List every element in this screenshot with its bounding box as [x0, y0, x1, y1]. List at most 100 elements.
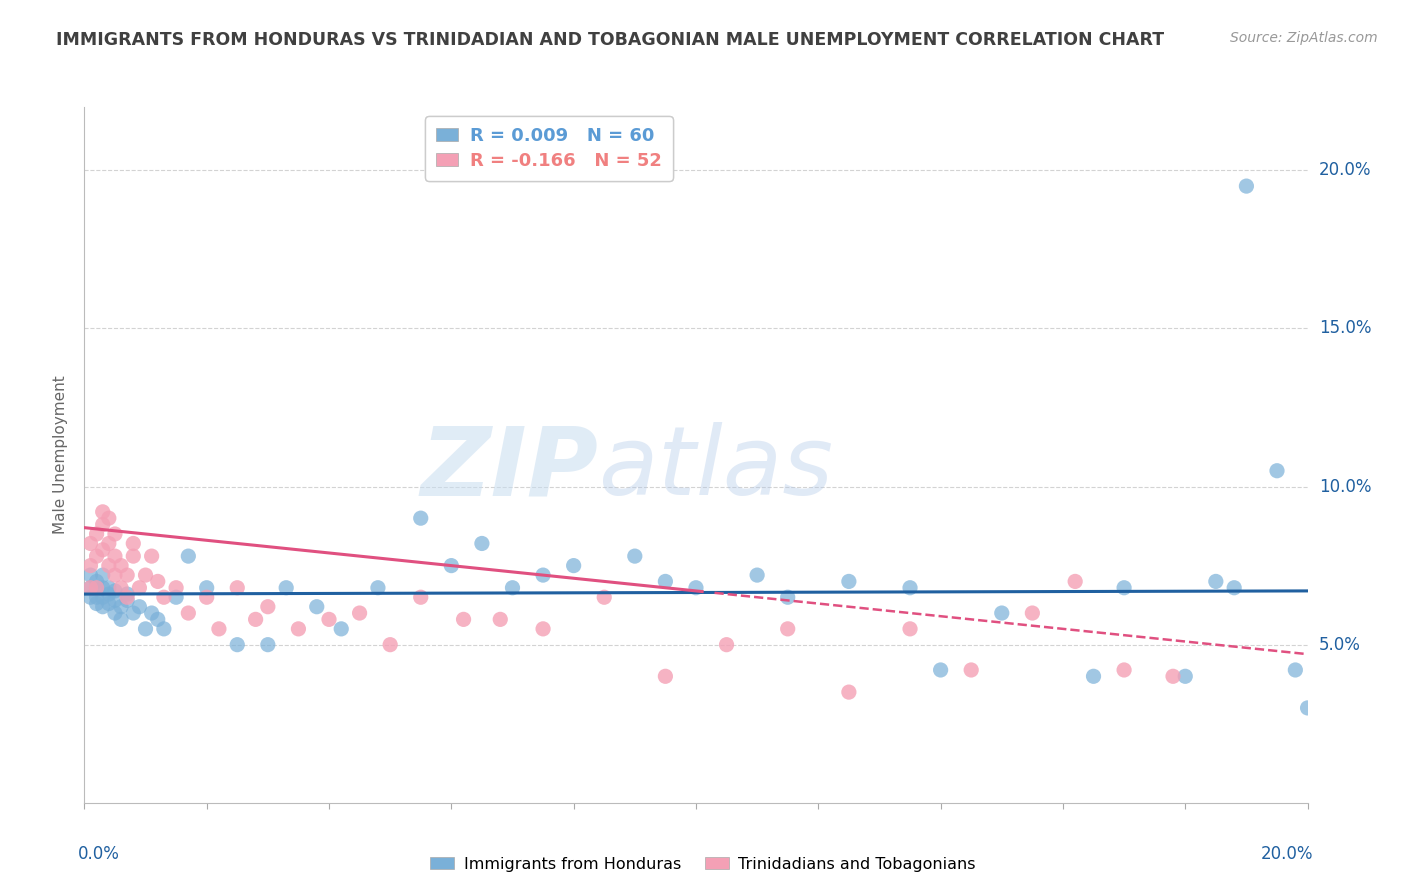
Point: [685, 581, 707, 595]
Point: [654, 574, 676, 589]
Point: [716, 638, 738, 652]
Point: [226, 638, 249, 652]
Point: [305, 599, 328, 614]
Point: [562, 558, 585, 573]
Point: [104, 593, 127, 607]
Point: [97, 536, 120, 550]
Point: [146, 574, 169, 589]
Point: [122, 536, 145, 550]
Point: [86, 581, 108, 595]
Point: [1284, 663, 1306, 677]
Point: [79, 581, 101, 595]
Point: [97, 587, 120, 601]
Text: 0.0%: 0.0%: [79, 845, 120, 863]
Point: [128, 599, 150, 614]
Point: [318, 612, 340, 626]
Point: [86, 597, 108, 611]
Point: [624, 549, 647, 563]
Text: 10.0%: 10.0%: [1319, 477, 1371, 496]
Point: [79, 591, 101, 605]
Point: [287, 622, 309, 636]
Text: 15.0%: 15.0%: [1319, 319, 1371, 337]
Text: IMMIGRANTS FROM HONDURAS VS TRINIDADIAN AND TOBAGONIAN MALE UNEMPLOYMENT CORRELA: IMMIGRANTS FROM HONDURAS VS TRINIDADIAN …: [56, 31, 1164, 49]
Point: [838, 574, 860, 589]
Point: [898, 581, 921, 595]
Legend: R = 0.009   N = 60, R = -0.166   N = 52: R = 0.009 N = 60, R = -0.166 N = 52: [425, 116, 673, 181]
Point: [898, 622, 921, 636]
Point: [91, 517, 114, 532]
Point: [257, 638, 280, 652]
Point: [531, 622, 554, 636]
Point: [1083, 669, 1105, 683]
Point: [838, 685, 860, 699]
Point: [654, 669, 676, 683]
Point: [91, 568, 114, 582]
Point: [79, 536, 101, 550]
Point: [110, 612, 132, 626]
Point: [257, 599, 280, 614]
Point: [115, 587, 138, 601]
Point: [929, 663, 952, 677]
Point: [440, 558, 463, 573]
Point: [1174, 669, 1197, 683]
Point: [86, 591, 108, 605]
Point: [86, 581, 108, 595]
Point: [104, 527, 127, 541]
Text: Source: ZipAtlas.com: Source: ZipAtlas.com: [1230, 31, 1378, 45]
Point: [208, 622, 231, 636]
Point: [122, 549, 145, 563]
Point: [97, 597, 120, 611]
Legend: Immigrants from Honduras, Trinidadians and Tobagonians: Immigrants from Honduras, Trinidadians a…: [422, 848, 984, 880]
Point: [97, 581, 120, 595]
Point: [1234, 179, 1257, 194]
Point: [330, 622, 353, 636]
Point: [276, 581, 298, 595]
Point: [115, 568, 138, 582]
Point: [747, 568, 769, 582]
Point: [97, 511, 120, 525]
Point: [91, 591, 114, 605]
Point: [489, 612, 512, 626]
Text: atlas: atlas: [598, 422, 834, 516]
Point: [79, 581, 101, 595]
Point: [135, 568, 157, 582]
Point: [128, 581, 150, 595]
Text: 20.0%: 20.0%: [1319, 161, 1371, 179]
Point: [97, 558, 120, 573]
Point: [115, 593, 138, 607]
Point: [409, 591, 432, 605]
Text: ZIP: ZIP: [420, 422, 598, 516]
Point: [502, 581, 524, 595]
Point: [1265, 464, 1288, 478]
Point: [153, 622, 176, 636]
Point: [165, 581, 187, 595]
Point: [776, 622, 799, 636]
Point: [91, 505, 114, 519]
Point: [1114, 581, 1136, 595]
Point: [177, 549, 200, 563]
Point: [104, 568, 127, 582]
Point: [115, 591, 138, 605]
Point: [593, 591, 616, 605]
Point: [146, 612, 169, 626]
Point: [86, 527, 108, 541]
Point: [1296, 701, 1319, 715]
Point: [110, 581, 132, 595]
Point: [991, 606, 1014, 620]
Point: [409, 511, 432, 525]
Point: [1021, 606, 1043, 620]
Point: [195, 581, 218, 595]
Point: [226, 581, 249, 595]
Point: [79, 568, 101, 582]
Point: [1064, 574, 1087, 589]
Point: [1205, 574, 1227, 589]
Point: [104, 549, 127, 563]
Point: [135, 622, 157, 636]
Point: [122, 606, 145, 620]
Point: [91, 599, 114, 614]
Text: 20.0%: 20.0%: [1261, 845, 1313, 863]
Point: [453, 612, 475, 626]
Point: [91, 581, 114, 595]
Point: [471, 536, 494, 550]
Point: [110, 599, 132, 614]
